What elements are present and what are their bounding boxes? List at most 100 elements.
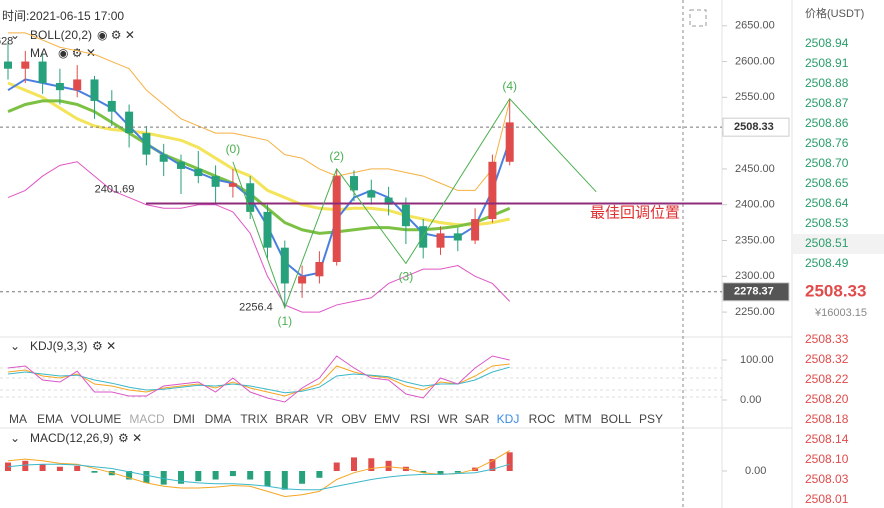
- macd-bar: [506, 452, 513, 471]
- indicator-line: [7, 161, 511, 313]
- y-tick-label: 2350.00: [735, 234, 775, 246]
- candle-body: [125, 111, 134, 134]
- candle-body: [332, 176, 341, 262]
- macd-bar: [437, 471, 444, 475]
- y-tick-label: 2250.00: [735, 306, 775, 318]
- y-tick-label: 2550.00: [735, 91, 775, 103]
- indicator-tab[interactable]: MACD: [129, 412, 165, 426]
- macd-bar: [22, 460, 29, 471]
- bid-price: 2508.03: [805, 472, 849, 486]
- last_price-label: 2508.33: [734, 121, 774, 133]
- indicator-tab[interactable]: BOLL: [601, 412, 632, 426]
- last-price: 2508.33: [805, 281, 866, 300]
- wave-label: (4): [502, 79, 517, 93]
- indicator-tab[interactable]: VR: [317, 412, 334, 426]
- ask-price: 2508.87: [805, 96, 849, 110]
- ask-price: 2508.94: [805, 36, 849, 50]
- candle-body: [488, 161, 497, 220]
- indicator-tab[interactable]: KDJ: [497, 412, 520, 426]
- indicator-tab[interactable]: PSY: [639, 412, 663, 426]
- candle-body: [471, 219, 480, 241]
- indicator-tab[interactable]: WR: [438, 412, 458, 426]
- icons[interactable]: ◉ ⚙ ✕: [58, 46, 96, 60]
- kdj-line: [7, 366, 510, 394]
- collapse-icon[interactable]: ⌄: [10, 28, 20, 42]
- macd-bar: [351, 457, 357, 471]
- candle-body: [142, 133, 151, 155]
- candle-body: [55, 83, 64, 91]
- indicator-tab[interactable]: DMI: [173, 412, 195, 426]
- bid-price: 2508.14: [805, 432, 849, 446]
- ask-price: 2508.53: [805, 216, 849, 230]
- candle-body: [211, 176, 220, 187]
- y-tick-label: 100.00: [740, 354, 774, 366]
- wave-label: (2): [329, 149, 344, 163]
- y-tick-label: 2400.00: [735, 199, 775, 211]
- indicator-tab[interactable]: EMV: [374, 412, 400, 426]
- indicator-tab[interactable]: OBV: [341, 412, 366, 426]
- icons[interactable]: ◉ ⚙ ✕: [97, 28, 135, 42]
- collapse-icon[interactable]: ⌄: [10, 339, 20, 353]
- indicator-tab[interactable]: ROC: [529, 412, 556, 426]
- bid-price: 2508.22: [805, 372, 849, 386]
- macd-bar: [56, 466, 63, 471]
- ask-price: 2508.91: [805, 56, 849, 70]
- row-highlight: [793, 234, 884, 254]
- last_price-box: [722, 117, 790, 137]
- candle-body: [159, 154, 168, 162]
- crosshair-box: [722, 282, 790, 302]
- candle-body: [350, 176, 358, 191]
- indicator-tab[interactable]: DMA: [205, 412, 232, 426]
- bid-price: 2508.20: [805, 392, 849, 406]
- icons[interactable]: ⚙ ✕: [92, 339, 116, 353]
- kdj-line: [7, 355, 510, 403]
- candle-body: [246, 183, 255, 212]
- macd-bar: [264, 471, 271, 487]
- collapse-icon[interactable]: ⌄: [10, 431, 20, 445]
- wave-label: (0): [226, 142, 241, 156]
- macd-line: [7, 463, 510, 491]
- macd-bar: [229, 471, 236, 477]
- ask-price: 2508.88: [805, 76, 849, 90]
- price-annotation: 2628: [0, 35, 13, 47]
- macd-bar: [74, 465, 81, 471]
- y-tick-label: 2650.00: [735, 20, 775, 32]
- ask-price: 2508.86: [805, 116, 849, 130]
- macd-line: [7, 450, 510, 498]
- fullscreen-icon[interactable]: [689, 9, 707, 27]
- macd-bar: [420, 471, 427, 473]
- candle-body: [384, 197, 393, 205]
- indicator-tab[interactable]: MTM: [564, 412, 591, 426]
- indicator-tab[interactable]: EMA: [37, 412, 63, 426]
- macd-bar: [368, 458, 375, 471]
- crosshair-label: 2278.37: [734, 286, 774, 298]
- indicator-tab[interactable]: TRIX: [240, 412, 267, 426]
- candle-body: [419, 226, 428, 248]
- wave-label: (1): [277, 314, 292, 328]
- indicator-line: [8, 32, 511, 191]
- indicator-tab[interactable]: MA: [9, 412, 27, 426]
- macd-title: MACD(12,26,9): [30, 431, 113, 445]
- candle-body: [177, 161, 185, 169]
- indicator-tab[interactable]: BRAR: [275, 412, 309, 426]
- candle-body: [263, 211, 272, 248]
- bid-price: 2508.01: [805, 492, 849, 506]
- macd-bar: [160, 471, 167, 485]
- candle-body: [453, 233, 462, 241]
- fiat-price: ¥16003.15: [814, 307, 867, 319]
- wave-label: (3): [399, 270, 414, 284]
- indicator-tab[interactable]: SAR: [465, 412, 490, 426]
- macd-bar: [143, 471, 150, 483]
- candle-body: [401, 204, 410, 227]
- ask-price: 2508.70: [805, 156, 849, 170]
- indicator-tab[interactable]: VOLUME: [71, 412, 122, 426]
- y-tick-label: 2600.00: [735, 55, 775, 67]
- icons[interactable]: ⚙ ✕: [118, 431, 142, 445]
- indicator-tab[interactable]: RSI: [410, 412, 430, 426]
- wave-line: [232, 97, 597, 310]
- boll-label: BOLL(20,2): [30, 28, 92, 42]
- candle-body: [505, 122, 514, 162]
- ask-price: 2508.65: [805, 176, 849, 190]
